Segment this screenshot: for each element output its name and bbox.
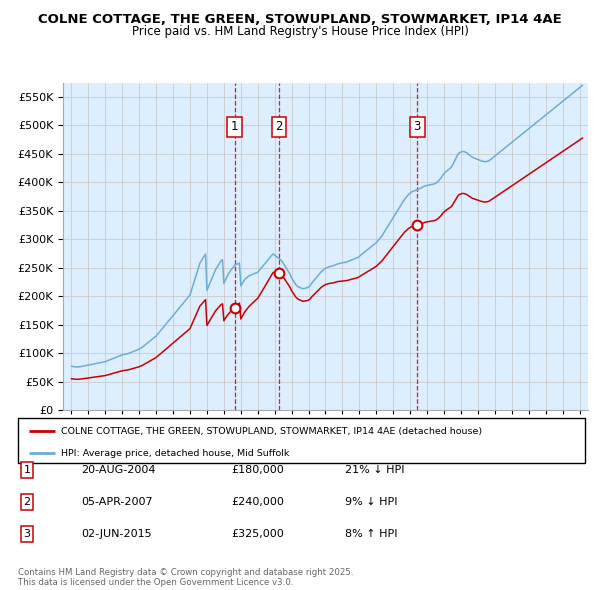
Text: 9% ↓ HPI: 9% ↓ HPI [345,497,398,507]
Text: COLNE COTTAGE, THE GREEN, STOWUPLAND, STOWMARKET, IP14 4AE (detached house): COLNE COTTAGE, THE GREEN, STOWUPLAND, ST… [61,427,482,436]
Text: Price paid vs. HM Land Registry's House Price Index (HPI): Price paid vs. HM Land Registry's House … [131,25,469,38]
Text: HPI: Average price, detached house, Mid Suffolk: HPI: Average price, detached house, Mid … [61,448,289,458]
Text: £325,000: £325,000 [231,529,284,539]
Text: 2: 2 [23,497,31,507]
Text: 3: 3 [413,120,421,133]
Text: £240,000: £240,000 [231,497,284,507]
Text: 20-AUG-2004: 20-AUG-2004 [81,466,155,475]
Text: 8% ↑ HPI: 8% ↑ HPI [345,529,398,539]
Text: 05-APR-2007: 05-APR-2007 [81,497,152,507]
Text: 3: 3 [23,529,31,539]
Text: 2: 2 [275,120,283,133]
Text: COLNE COTTAGE, THE GREEN, STOWUPLAND, STOWMARKET, IP14 4AE: COLNE COTTAGE, THE GREEN, STOWUPLAND, ST… [38,13,562,26]
Text: 02-JUN-2015: 02-JUN-2015 [81,529,152,539]
Text: £180,000: £180,000 [231,466,284,475]
Text: 21% ↓ HPI: 21% ↓ HPI [345,466,404,475]
Text: Contains HM Land Registry data © Crown copyright and database right 2025.
This d: Contains HM Land Registry data © Crown c… [18,568,353,587]
Text: 1: 1 [231,120,238,133]
Text: 1: 1 [23,466,31,475]
FancyBboxPatch shape [18,418,585,463]
